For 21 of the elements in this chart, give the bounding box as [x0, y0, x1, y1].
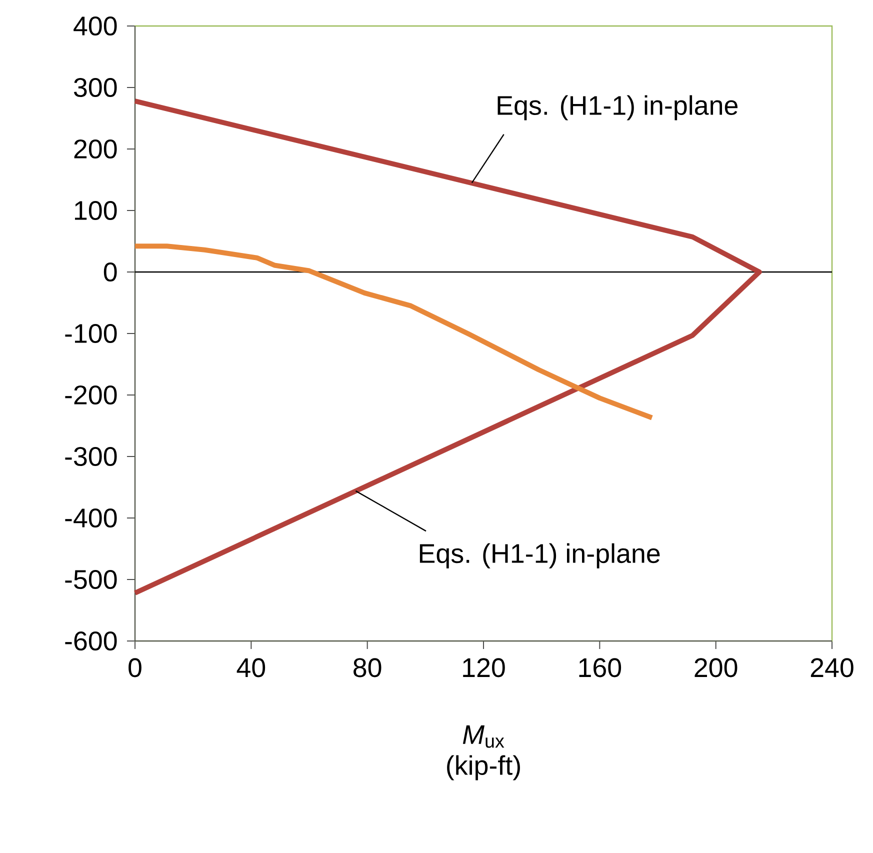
y-tick-label: -200	[65, 385, 117, 405]
x-tick-label: 40	[236, 658, 266, 678]
x-tick-label: 120	[463, 658, 505, 678]
y-tick-label: 100	[75, 200, 117, 220]
x-axis-title: M$_{ux}$ (kip-ft)	[447, 725, 520, 780]
y-tick-label: -500	[65, 570, 117, 590]
x-tick-label: 0	[128, 658, 142, 678]
annotation: Eqs. (H1-1) in-plane	[420, 543, 660, 568]
y-tick-label: 400	[74, 16, 117, 36]
y-tick-label: 300	[74, 78, 117, 98]
y-tick-label: -100	[65, 324, 117, 344]
x-tick-label: 240	[810, 658, 854, 678]
x-tick-label: 80	[354, 658, 382, 678]
x-tick-label: 160	[579, 658, 622, 678]
y-tick-label: -600	[65, 631, 117, 651]
y-tick-label: 0	[104, 262, 117, 282]
y-tick-label: 200	[74, 139, 117, 159]
y-tick-label: -400	[65, 508, 117, 528]
annotation: Eqs. (H1-1) in-plane	[498, 95, 738, 120]
x-tick-label: 200	[694, 658, 738, 678]
y-tick-label: -300	[65, 446, 117, 466]
